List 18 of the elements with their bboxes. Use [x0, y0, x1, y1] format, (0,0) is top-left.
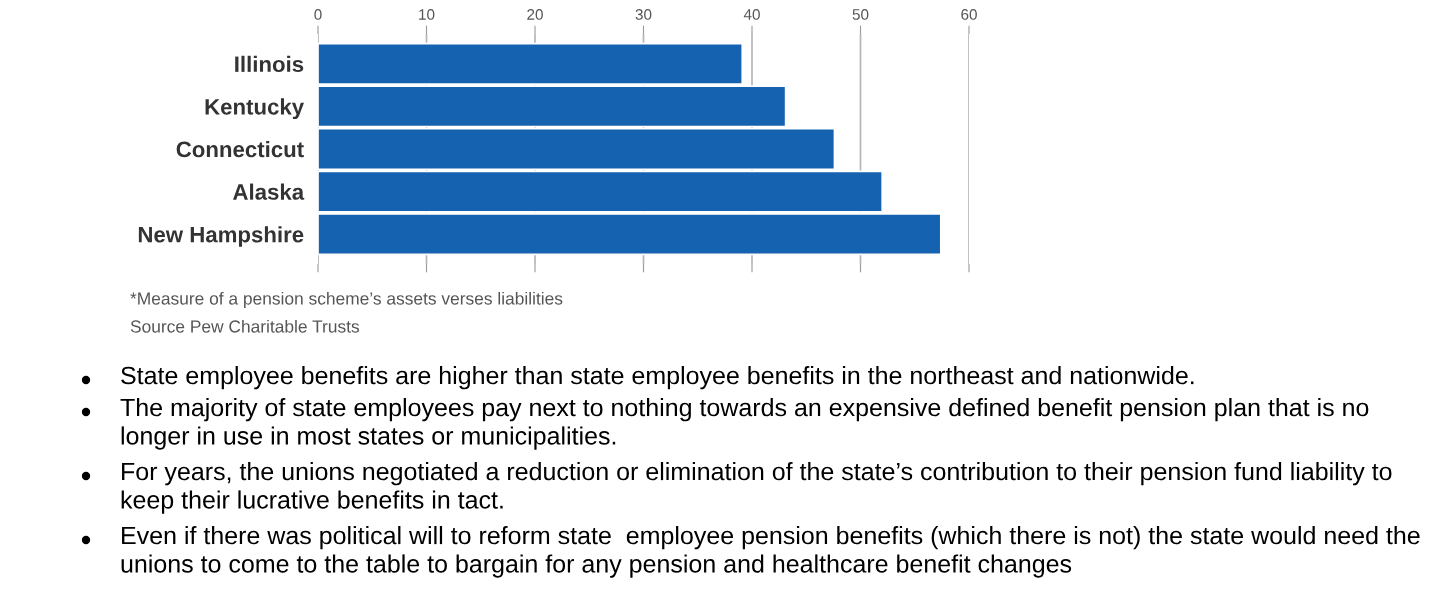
y-tick-label: Kentucky	[205, 98, 304, 120]
x-tick-label: 30	[635, 9, 652, 20]
text: The majority of state employees pay next to nothing towards an expensive defined benefit pension plan that is no longer in use in most states or municipalities.	[120, 398, 1369, 450]
x-tick-label: 20	[527, 9, 543, 20]
x-tick-label: 10	[419, 9, 435, 20]
y-tick-label: Connecticut	[176, 140, 304, 158]
y-tick-label: Alaska	[233, 183, 305, 200]
x-tick-label: 40	[743, 9, 760, 20]
y-tick-label: Illinois	[235, 55, 304, 73]
text: State employee benefits are higher than state employee benefits in the northeast and nationwide.	[121, 366, 1194, 390]
y-tick-label: New Hampshire	[138, 226, 304, 247]
text: *Measure of a pension scheme’s assets verses liabilities	[130, 291, 563, 309]
x-tick-label: 50	[852, 9, 869, 20]
x-tick-label: 60	[961, 9, 977, 20]
source-note: Source Pew Charitable Trusts	[130, 319, 360, 333]
text: Even if there was political will to reform state employee pension benefits (which there is not) the state would need the unions to come to the table to bargain for any pension and healthcare benefit changes	[121, 526, 1420, 578]
x-tick-label: 0	[314, 9, 322, 20]
text: For years, the unions negotiated a reduction or elimination of the state’s contribution to their pension fund liability to keep their lucrative benefits in tact.	[121, 462, 1392, 514]
